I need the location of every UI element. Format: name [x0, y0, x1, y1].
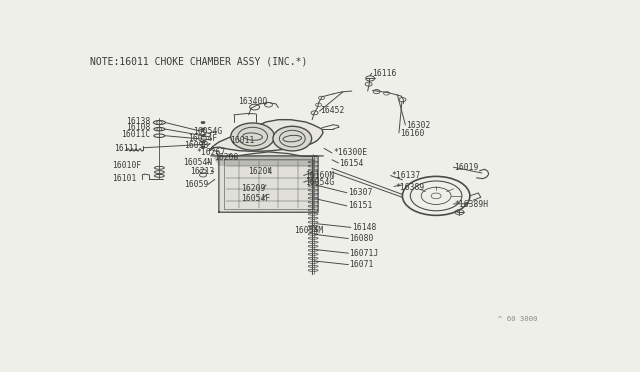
- Text: 16160N: 16160N: [305, 171, 334, 180]
- Text: ^ 60 3000: ^ 60 3000: [498, 316, 537, 322]
- Text: 16340Q: 16340Q: [237, 97, 267, 106]
- Text: *16267: *16267: [196, 148, 226, 157]
- Text: 16054N: 16054N: [183, 158, 212, 167]
- Text: 16054F: 16054F: [241, 194, 271, 203]
- Text: 16080: 16080: [349, 234, 374, 243]
- Text: 16213: 16213: [190, 167, 214, 176]
- Text: 16452: 16452: [321, 106, 345, 115]
- Text: 16204: 16204: [248, 167, 272, 176]
- Text: 16010F: 16010F: [112, 161, 141, 170]
- Text: 16054G: 16054G: [305, 178, 334, 187]
- Text: 16101: 16101: [112, 174, 136, 183]
- Text: 16071: 16071: [349, 260, 374, 269]
- Text: 16054M: 16054M: [294, 226, 324, 235]
- Text: *16389H: *16389H: [454, 200, 488, 209]
- Text: *16389: *16389: [395, 183, 424, 192]
- Text: 16208: 16208: [214, 153, 238, 162]
- Ellipse shape: [231, 123, 275, 150]
- Text: *16137: *16137: [392, 171, 420, 180]
- Text: 16138: 16138: [125, 116, 150, 126]
- Text: 16054F: 16054F: [188, 134, 218, 143]
- Text: *16300E: *16300E: [333, 148, 367, 157]
- Text: NOTE:16011 CHOKE CHAMBER ASSY (INC.*): NOTE:16011 CHOKE CHAMBER ASSY (INC.*): [90, 57, 307, 67]
- Circle shape: [201, 121, 205, 124]
- Text: 16019: 16019: [454, 163, 479, 172]
- Text: 16151: 16151: [348, 201, 372, 211]
- Circle shape: [201, 128, 205, 130]
- Circle shape: [201, 146, 205, 148]
- Text: 16071J: 16071J: [349, 248, 379, 258]
- Text: 16307: 16307: [348, 188, 372, 197]
- Text: 16054G: 16054G: [193, 127, 222, 136]
- Text: 16111: 16111: [114, 144, 138, 153]
- Ellipse shape: [273, 126, 312, 151]
- Text: 16116: 16116: [372, 69, 396, 78]
- Text: 16209: 16209: [241, 184, 266, 193]
- Text: 16154: 16154: [339, 159, 364, 168]
- Text: 16011C: 16011C: [121, 130, 150, 140]
- Text: 16108: 16108: [125, 123, 150, 132]
- Text: 16059: 16059: [184, 180, 209, 189]
- Text: 16011: 16011: [230, 135, 254, 145]
- Circle shape: [201, 141, 205, 143]
- Text: 16098: 16098: [184, 141, 209, 150]
- Text: 16302: 16302: [406, 121, 431, 130]
- Text: 16160: 16160: [400, 129, 424, 138]
- Circle shape: [201, 135, 205, 137]
- Polygon shape: [210, 120, 323, 151]
- Text: 16148: 16148: [352, 223, 376, 232]
- Polygon shape: [219, 152, 318, 212]
